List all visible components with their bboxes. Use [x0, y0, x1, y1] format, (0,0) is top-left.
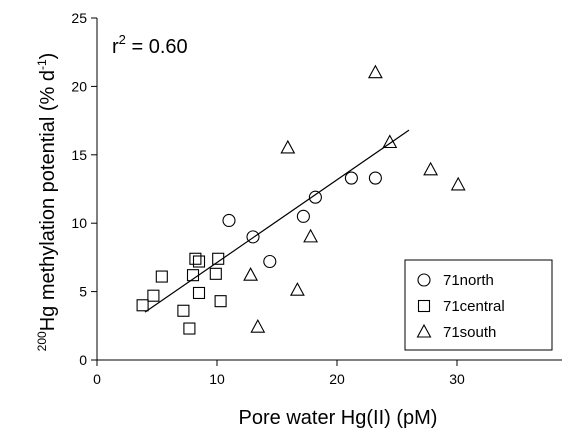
data-point-71south [250, 319, 266, 333]
x-tick-label: 20 [329, 371, 345, 387]
axis-ticks: 0102030400510152025 [71, 10, 465, 387]
x-tick-label: 0 [93, 371, 101, 387]
data-point-71central [155, 270, 168, 283]
legend-label-71central: 71central [443, 298, 505, 315]
x-tick-label: 10 [209, 371, 225, 387]
legend: 71north 71central 71south [404, 259, 553, 351]
y-axis-title-exponent: -1 [35, 59, 49, 70]
y-tick-label: 0 [79, 352, 87, 368]
data-point-71south [423, 161, 439, 176]
data-point-71north [308, 190, 322, 204]
r-squared-r: r [112, 36, 119, 58]
data-point-71south [450, 176, 466, 191]
y-tick-label: 15 [71, 147, 87, 163]
data-point-71central [192, 255, 206, 268]
legend-label-71south: 71south [443, 324, 496, 341]
data-point-71central [136, 299, 149, 312]
y-tick-label: 5 [79, 284, 87, 300]
data-point-71central [147, 289, 160, 302]
data-point-71south [289, 282, 305, 296]
y-tick-label: 20 [71, 78, 87, 94]
data-point-71central [183, 322, 196, 335]
data-point-71central [214, 295, 227, 308]
data-point-71south [280, 139, 296, 154]
data-point-71north [263, 254, 277, 269]
y-tick-label: 10 [71, 215, 87, 231]
x-axis-title: Pore water Hg(II) (pM) [239, 407, 438, 429]
data-point-71north [246, 230, 260, 244]
data-point-71central [209, 267, 222, 280]
legend-marker-71north [417, 273, 431, 287]
legend-marker-71central [417, 299, 431, 313]
data-point-71north [222, 213, 236, 228]
r-squared-exponent: 2 [119, 32, 126, 47]
data-point-71north [368, 171, 382, 185]
data-points [136, 64, 466, 335]
data-point-71south [243, 267, 259, 281]
legend-label-71north: 71north [443, 272, 494, 289]
data-point-71north [344, 171, 358, 185]
data-point-71south [367, 64, 383, 79]
data-point-71central [212, 252, 225, 265]
y-tick-label: 25 [71, 10, 87, 26]
legend-marker-71south [416, 323, 432, 338]
data-point-71central [192, 286, 206, 300]
data-point-71central [177, 304, 190, 317]
x-tick-label: 30 [449, 371, 465, 387]
data-point-71south [303, 228, 319, 243]
r-squared-value: = 0.60 [126, 36, 188, 58]
data-point-71north [296, 209, 310, 223]
r-squared-annotation: r2 = 0.60 [112, 32, 188, 58]
y-axis-title-close: ) [37, 53, 59, 60]
data-point-71south [382, 134, 398, 149]
regression-line-group [144, 129, 410, 313]
y-axis-title-text: Hg methylation potential (% d [37, 70, 59, 331]
y-axis-title-superscript: 200 [35, 331, 49, 351]
regression-line [144, 129, 410, 313]
data-point-71central [186, 269, 200, 282]
data-point-71central [189, 252, 202, 265]
y-axis-title: 200Hg methylation potential (% d-1) [35, 53, 59, 352]
